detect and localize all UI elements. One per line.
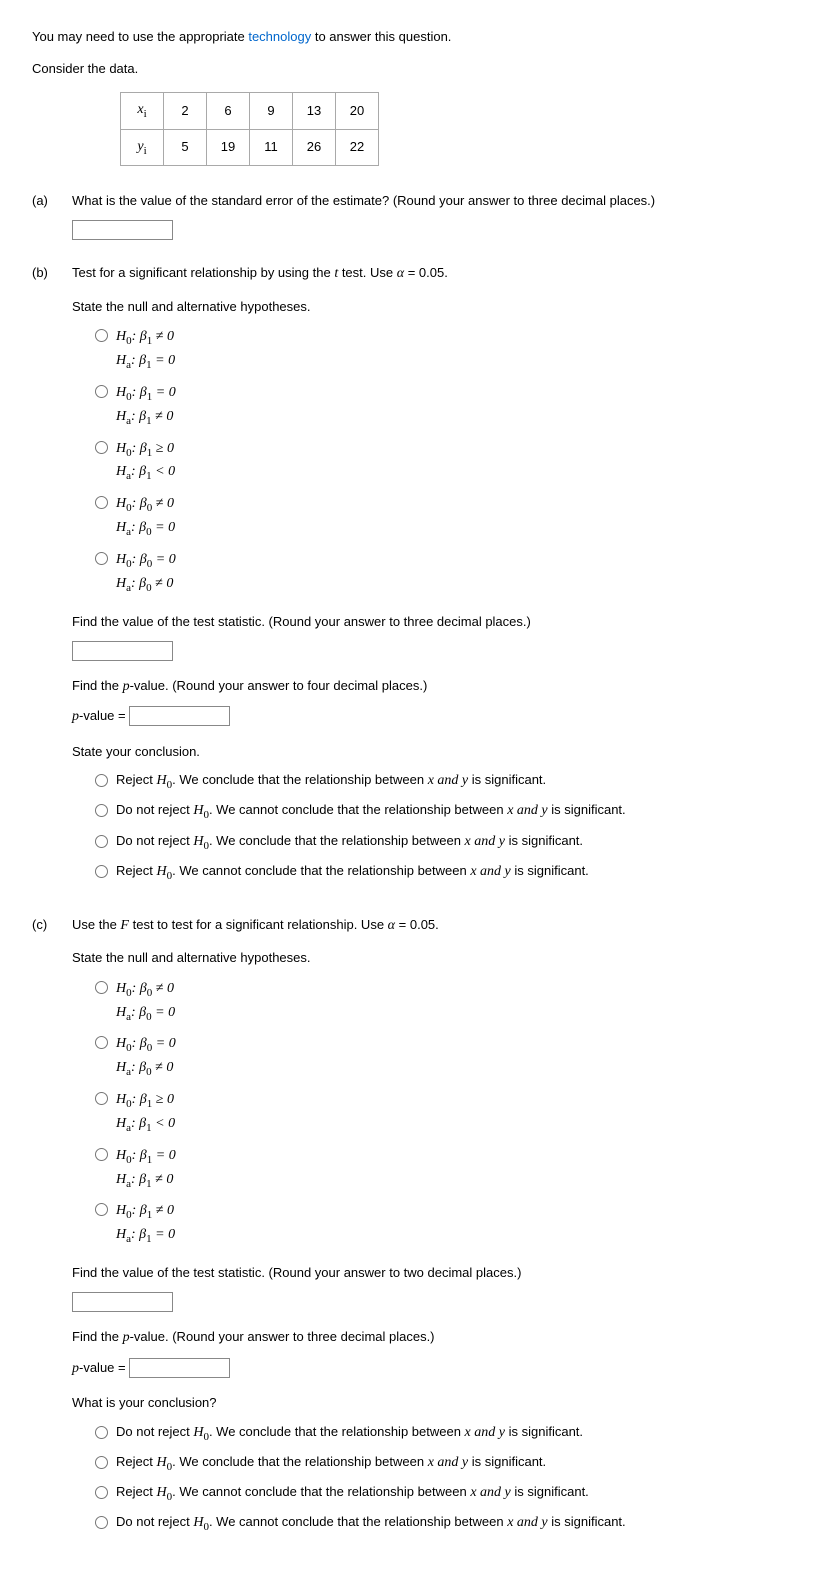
cell: 22 [336, 129, 379, 165]
hypothesis-option[interactable]: H0: β0 = 0Ha: β0 ≠ 0 [90, 1033, 791, 1081]
radio-input[interactable] [95, 804, 108, 817]
part-b-label: (b) [32, 264, 72, 892]
cell: 9 [250, 93, 293, 129]
radio-input[interactable] [95, 1486, 108, 1499]
conclusion-text: Do not reject H0. We conclude that the r… [116, 832, 791, 854]
part-b-test-stat-input[interactable] [72, 641, 173, 661]
hypothesis-option[interactable]: H0: β1 ≥ 0Ha: β1 < 0 [90, 1089, 791, 1137]
conclusion-option[interactable]: Reject H0. We conclude that the relation… [90, 771, 791, 793]
part-c-question: Use the F test to test for a significant… [72, 916, 791, 936]
conclusion-option[interactable]: Do not reject H0. We conclude that the r… [90, 1423, 791, 1445]
radio-input[interactable] [95, 865, 108, 878]
radio-input[interactable] [95, 1456, 108, 1469]
row-header: yi [121, 129, 164, 165]
cell: 19 [207, 129, 250, 165]
conclusion-option[interactable]: Do not reject H0. We cannot conclude tha… [90, 1513, 791, 1535]
radio-input[interactable] [95, 1092, 108, 1105]
intro-prefix: You may need to use the appropriate [32, 29, 248, 44]
radio-input[interactable] [95, 835, 108, 848]
radio-input[interactable] [95, 552, 108, 565]
hypothesis-option[interactable]: H0: β0 = 0Ha: β0 ≠ 0 [90, 549, 791, 597]
conclusion-text: Do not reject H0. We cannot conclude tha… [116, 801, 791, 823]
technology-link[interactable]: technology [248, 29, 311, 44]
table-row: yi 5 19 11 26 22 [121, 129, 379, 165]
hypothesis-option[interactable]: H0: β0 ≠ 0Ha: β0 = 0 [90, 493, 791, 541]
hypothesis-text: H0: β1 ≥ 0Ha: β1 < 0 [116, 1089, 791, 1137]
hypothesis-option[interactable]: H0: β1 ≠ 0Ha: β1 = 0 [90, 326, 791, 374]
part-c-pvalue-q: Find the p-value. (Round your answer to … [72, 1328, 791, 1348]
hypothesis-text: H0: β0 = 0Ha: β0 ≠ 0 [116, 1033, 791, 1081]
radio-input[interactable] [95, 496, 108, 509]
radio-input[interactable] [95, 1203, 108, 1216]
radio-input[interactable] [95, 1148, 108, 1161]
cell: 2 [164, 93, 207, 129]
consider-text: Consider the data. [32, 60, 791, 78]
hypothesis-text: H0: β1 = 0Ha: β1 ≠ 0 [116, 1145, 791, 1193]
part-b-state-hypotheses: State the null and alternative hypothese… [72, 298, 791, 316]
radio-input[interactable] [95, 1516, 108, 1529]
conclusion-option[interactable]: Reject H0. We cannot conclude that the r… [90, 862, 791, 884]
radio-input[interactable] [95, 385, 108, 398]
hypothesis-text: H0: β1 ≠ 0Ha: β1 = 0 [116, 326, 791, 374]
cell: 20 [336, 93, 379, 129]
conclusion-text: Reject H0. We cannot conclude that the r… [116, 862, 791, 884]
part-a-input[interactable] [72, 220, 173, 240]
conclusion-text: Reject H0. We conclude that the relation… [116, 1453, 791, 1475]
conclusion-option[interactable]: Reject H0. We cannot conclude that the r… [90, 1483, 791, 1505]
table-row: xi 2 6 9 13 20 [121, 93, 379, 129]
conclusion-text: Reject H0. We cannot conclude that the r… [116, 1483, 791, 1505]
part-b-pvalue-input[interactable] [129, 706, 230, 726]
radio-input[interactable] [95, 1426, 108, 1439]
part-c-conclusion-q: What is your conclusion? [72, 1394, 791, 1412]
conclusion-option[interactable]: Do not reject H0. We conclude that the r… [90, 832, 791, 854]
part-c-pvalue-row: p-value = [72, 1358, 791, 1379]
radio-input[interactable] [95, 441, 108, 454]
hypothesis-option[interactable]: H0: β1 = 0Ha: β1 ≠ 0 [90, 382, 791, 430]
radio-input[interactable] [95, 329, 108, 342]
radio-input[interactable] [95, 981, 108, 994]
cell: 26 [293, 129, 336, 165]
intro-suffix: to answer this question. [311, 29, 451, 44]
hypothesis-text: H0: β1 ≥ 0Ha: β1 < 0 [116, 438, 791, 486]
hypothesis-text: H0: β1 = 0Ha: β1 ≠ 0 [116, 382, 791, 430]
hypothesis-text: H0: β0 = 0Ha: β0 ≠ 0 [116, 549, 791, 597]
part-a-question: What is the value of the standard error … [72, 192, 791, 210]
hypothesis-option[interactable]: H0: β0 ≠ 0Ha: β0 = 0 [90, 978, 791, 1026]
part-c-label: (c) [32, 916, 72, 1544]
radio-input[interactable] [95, 1036, 108, 1049]
part-b-pvalue-q: Find the p-value. (Round your answer to … [72, 677, 791, 697]
part-b-question: Test for a significant relationship by u… [72, 264, 791, 284]
cell: 11 [250, 129, 293, 165]
conclusion-option[interactable]: Do not reject H0. We cannot conclude tha… [90, 801, 791, 823]
row-header: xi [121, 93, 164, 129]
hypothesis-option[interactable]: H0: β1 ≥ 0Ha: β1 < 0 [90, 438, 791, 486]
hypothesis-text: H0: β0 ≠ 0Ha: β0 = 0 [116, 978, 791, 1026]
hypothesis-text: H0: β1 ≠ 0Ha: β1 = 0 [116, 1200, 791, 1248]
part-c-pvalue-input[interactable] [129, 1358, 230, 1378]
conclusion-text: Do not reject H0. We cannot conclude tha… [116, 1513, 791, 1535]
part-c-test-stat-input[interactable] [72, 1292, 173, 1312]
part-b-test-stat-q: Find the value of the test statistic. (R… [72, 613, 791, 631]
radio-input[interactable] [95, 774, 108, 787]
conclusion-text: Do not reject H0. We conclude that the r… [116, 1423, 791, 1445]
conclusion-text: Reject H0. We conclude that the relation… [116, 771, 791, 793]
part-b-pvalue-row: p-value = [72, 706, 791, 727]
conclusion-option[interactable]: Reject H0. We conclude that the relation… [90, 1453, 791, 1475]
part-b-conclusion-q: State your conclusion. [72, 743, 791, 761]
hypothesis-option[interactable]: H0: β1 = 0Ha: β1 ≠ 0 [90, 1145, 791, 1193]
cell: 13 [293, 93, 336, 129]
part-c-state-hypotheses: State the null and alternative hypothese… [72, 949, 791, 967]
intro-text: You may need to use the appropriate tech… [32, 28, 791, 46]
hypothesis-option[interactable]: H0: β1 ≠ 0Ha: β1 = 0 [90, 1200, 791, 1248]
cell: 6 [207, 93, 250, 129]
data-table: xi 2 6 9 13 20 yi 5 19 11 26 22 [120, 92, 379, 166]
hypothesis-text: H0: β0 ≠ 0Ha: β0 = 0 [116, 493, 791, 541]
cell: 5 [164, 129, 207, 165]
part-a-label: (a) [32, 192, 72, 240]
part-c-test-stat-q: Find the value of the test statistic. (R… [72, 1264, 791, 1282]
